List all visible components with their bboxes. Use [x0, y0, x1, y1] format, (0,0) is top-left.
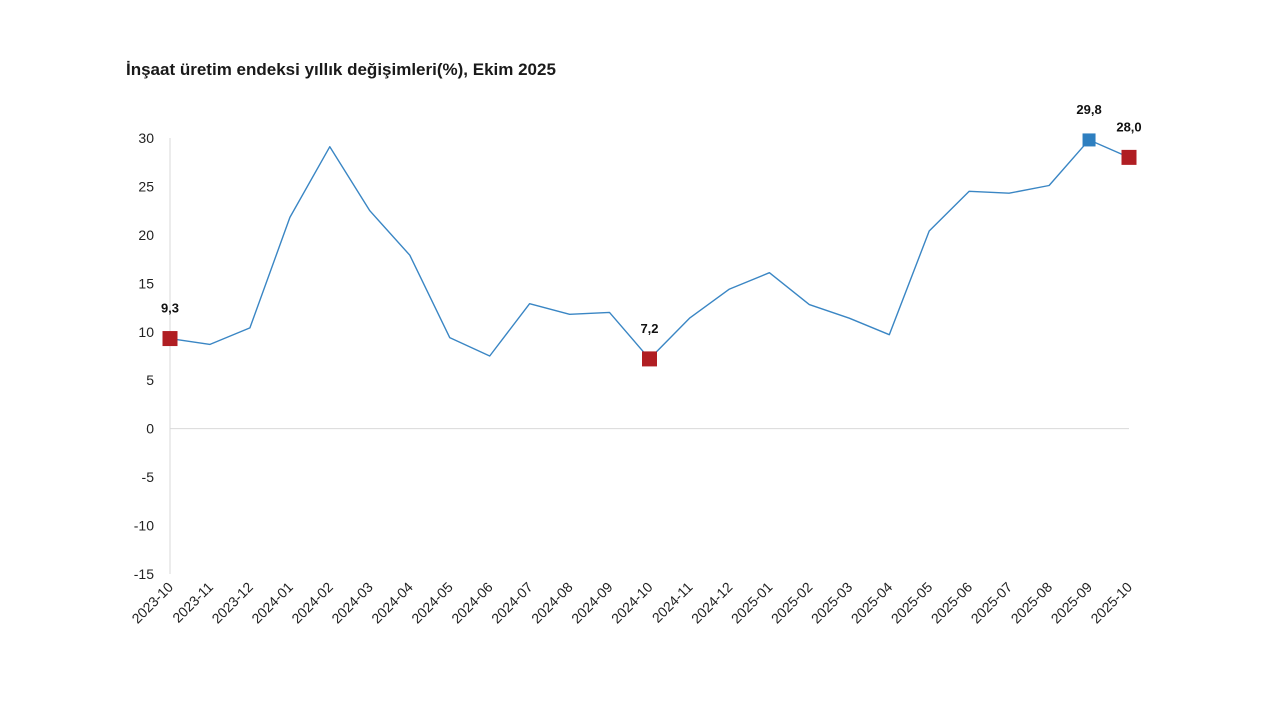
- x-tick-label: 2024-02: [288, 579, 336, 627]
- x-tick-label: 2024-04: [368, 579, 416, 627]
- x-tick-label: 2025-01: [728, 579, 776, 627]
- y-tick-label: -15: [134, 566, 154, 582]
- data-point-marker: [1082, 133, 1096, 147]
- y-tick-label: -10: [134, 518, 154, 534]
- x-tick-label: 2024-03: [328, 579, 376, 627]
- x-tick-label: 2025-03: [808, 579, 856, 627]
- x-tick-label: 2025-06: [928, 579, 976, 627]
- y-tick-label: 25: [138, 178, 154, 194]
- x-tick-label: 2025-08: [1008, 579, 1056, 627]
- y-tick-label: 30: [138, 130, 154, 146]
- x-tick-label: 2023-10: [128, 579, 176, 627]
- data-point-marker: [1121, 149, 1137, 165]
- x-tick-label: 2024-01: [248, 579, 296, 627]
- y-tick-label: 20: [138, 227, 154, 243]
- x-axis-ticks: 2023-102023-112023-122024-012024-022024-…: [128, 579, 1135, 627]
- data-label: 29,8: [1076, 102, 1101, 117]
- y-tick-label: -5: [142, 469, 155, 485]
- x-tick-label: 2024-07: [488, 579, 536, 627]
- x-tick-label: 2025-02: [768, 579, 816, 627]
- x-tick-label: 2024-05: [408, 579, 456, 627]
- x-tick-label: 2025-10: [1087, 579, 1135, 627]
- x-tick-label: 2024-08: [528, 579, 576, 627]
- x-tick-label: 2025-09: [1048, 579, 1096, 627]
- x-tick-label: 2023-11: [169, 579, 216, 626]
- data-point-marker: [162, 331, 178, 347]
- data-label: 9,3: [161, 301, 179, 316]
- data-point-marker: [642, 351, 657, 367]
- x-tick-label: 2023-12: [208, 579, 256, 627]
- axes: [169, 138, 1129, 574]
- x-tick-label: 2024-06: [448, 579, 496, 627]
- x-tick-label: 2025-04: [848, 579, 896, 627]
- y-tick-label: 5: [146, 372, 154, 388]
- data-label: 7,2: [640, 321, 658, 336]
- y-tick-label: 15: [138, 275, 154, 291]
- y-tick-label: 10: [138, 324, 154, 340]
- y-tick-label: 0: [146, 421, 154, 437]
- chart-title: İnşaat üretim endeksi yıllık değişimleri…: [126, 60, 556, 79]
- x-tick-label: 2025-07: [968, 579, 1016, 627]
- x-tick-label: 2025-05: [888, 579, 936, 627]
- x-tick-label: 2024-09: [568, 579, 616, 627]
- data-labels: 9,3 7,2 29,8 28,0: [161, 102, 1142, 336]
- highlight-markers: [162, 133, 1137, 367]
- x-tick-label: 2024-10: [608, 579, 656, 627]
- x-tick-label: 2024-11: [649, 579, 696, 626]
- x-tick-label: 2024-12: [688, 579, 736, 627]
- y-axis-ticks: 30 25 20 15 10 5 0 -5 -10 -15: [134, 130, 154, 582]
- data-label: 28,0: [1116, 119, 1141, 134]
